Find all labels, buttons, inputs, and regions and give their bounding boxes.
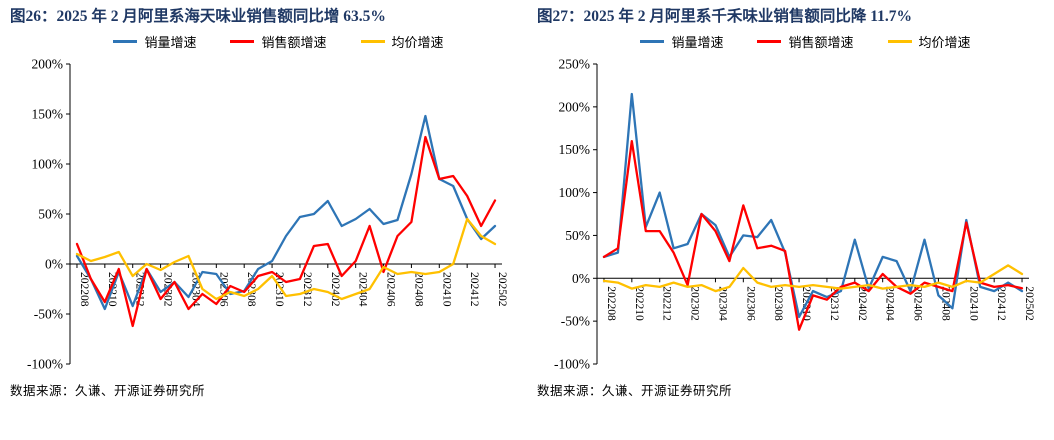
legend-line-swatch-blue [113, 39, 138, 43]
svg-text:202408: 202408 [939, 286, 951, 321]
svg-text:202312: 202312 [301, 272, 313, 307]
svg-text:-100%: -100% [554, 357, 590, 372]
chart-title-qianhe: 图27：2025 年 2 月阿里系千禾味业销售额同比降 11.7% [537, 8, 913, 25]
svg-text:-50%: -50% [561, 314, 590, 329]
svg-text:202308: 202308 [772, 286, 784, 321]
legend-label: 均价增速 [391, 34, 444, 50]
svg-text:202408: 202408 [412, 272, 424, 307]
svg-text:0%: 0% [45, 257, 63, 272]
svg-text:202208: 202208 [78, 272, 90, 307]
svg-text:202210: 202210 [633, 286, 645, 321]
svg-text:50%: 50% [565, 228, 590, 243]
svg-text:150%: 150% [32, 107, 64, 122]
svg-text:202412: 202412 [468, 272, 480, 307]
svg-text:202412: 202412 [995, 286, 1007, 321]
legend-item-sales-growth: 销售额增速 [757, 32, 854, 51]
figure-26-card: 图26：2025 年 2 月阿里系海天味业销售额同比增 63.5% 销量增速 销… [10, 8, 517, 398]
svg-text:202306: 202306 [744, 286, 756, 321]
chart-legend: 销量增速 销售额增速 均价增速 [40, 30, 517, 52]
chart-title-haitian: 图26：2025 年 2 月阿里系海天味业销售额同比增 63.5% [10, 8, 386, 25]
svg-text:100%: 100% [559, 185, 591, 200]
svg-text:202402: 202402 [856, 286, 868, 321]
svg-text:50%: 50% [38, 207, 63, 222]
legend-item-avgprice-growth: 均价增速 [360, 32, 444, 51]
legend-item-sales-growth: 销售额增速 [230, 32, 327, 51]
svg-text:0%: 0% [572, 271, 590, 286]
legend-label: 销售额增速 [788, 34, 854, 50]
svg-text:-100%: -100% [27, 357, 63, 372]
svg-text:202502: 202502 [496, 272, 508, 307]
legend-line-swatch-yellow [360, 39, 385, 43]
figure-27-card: 图27：2025 年 2 月阿里系千禾味业销售额同比降 11.7% 销量增速 销… [527, 0, 1054, 440]
legend-item-avgprice-growth: 均价增速 [887, 32, 971, 51]
legend-label: 销量增速 [144, 34, 197, 50]
legend-label: 均价增速 [918, 34, 971, 50]
svg-text:200%: 200% [32, 57, 64, 72]
legend-line-swatch-blue [640, 39, 665, 43]
svg-text:202208: 202208 [605, 286, 617, 321]
legend-line-swatch-red [230, 39, 255, 43]
svg-text:202406: 202406 [385, 272, 397, 307]
svg-text:202406: 202406 [912, 286, 924, 321]
svg-text:202404: 202404 [884, 286, 896, 321]
chart-legend: 销量增速 销售额增速 均价增速 [567, 30, 1044, 52]
svg-text:202304: 202304 [716, 286, 728, 321]
legend-label: 销售额增速 [261, 34, 327, 50]
legend-item-volume-growth: 销量增速 [640, 32, 723, 51]
svg-text:202402: 202402 [329, 272, 341, 307]
svg-text:-50%: -50% [34, 307, 63, 322]
source-note: 数据来源：久谦、开源证券研究所 [537, 384, 733, 398]
legend-item-volume-growth: 销量增速 [113, 32, 196, 51]
svg-text:202410: 202410 [967, 286, 979, 321]
source-note: 数据来源：久谦、开源证券研究所 [10, 384, 206, 398]
legend-line-swatch-yellow [887, 39, 912, 43]
svg-text:202212: 202212 [661, 286, 673, 321]
svg-text:150%: 150% [559, 142, 591, 157]
svg-text:250%: 250% [559, 57, 591, 72]
legend-line-swatch-red [757, 39, 782, 43]
svg-text:100%: 100% [32, 157, 64, 172]
svg-text:202404: 202404 [357, 272, 369, 307]
line-chart-haitian: -100%-50%0%50%100%150%200%202208 202210 20… [27, 57, 508, 372]
svg-text:202302: 202302 [689, 286, 701, 321]
svg-text:200%: 200% [559, 99, 591, 114]
line-chart-qianhe: -100% -50% 0% 50% 100% 150% 200% 250% 202208 2022… [554, 57, 1035, 372]
svg-text:202410: 202410 [440, 272, 452, 307]
svg-text:202502: 202502 [1023, 286, 1035, 321]
legend-label: 销量增速 [671, 34, 724, 50]
